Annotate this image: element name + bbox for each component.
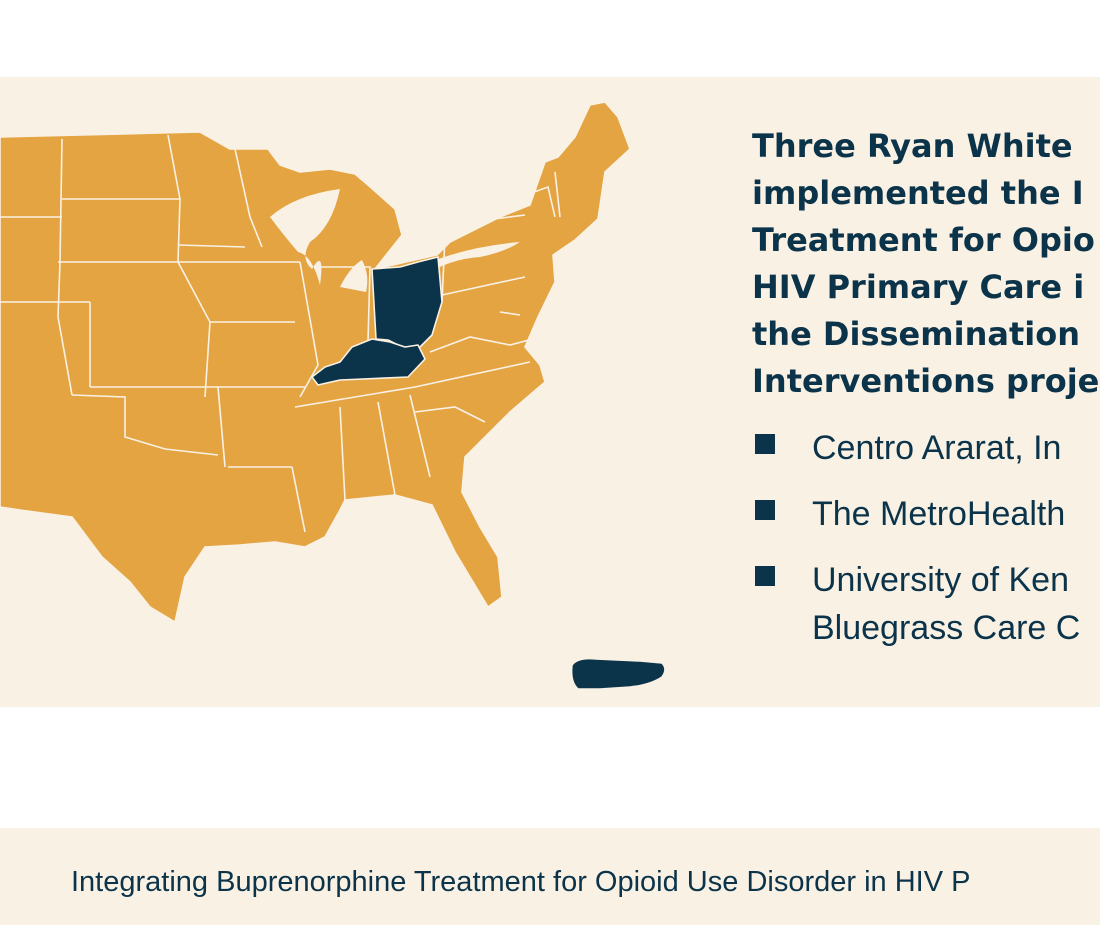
site-name: University of Ken <box>812 561 1069 599</box>
footer: Integrating Buprenorphine Treatment for … <box>0 828 1100 925</box>
list-item: The MetroHealth <box>752 490 1100 538</box>
ohio <box>371 256 443 350</box>
kentucky <box>311 338 426 386</box>
us-mainland <box>0 101 631 623</box>
square-bullet-icon <box>755 566 775 586</box>
footer-title: Integrating Buprenorphine Treatment for … <box>71 866 971 898</box>
puerto-rico <box>570 657 666 690</box>
us-map <box>0 101 666 690</box>
heading-line: Three Ryan White <box>752 127 1073 165</box>
square-bullet-icon <box>755 434 775 454</box>
heading-line: implemented the I <box>752 174 1084 212</box>
heading: Three Ryan White implemented the I Treat… <box>752 123 1100 405</box>
content-panel: Three Ryan White implemented the I Treat… <box>0 77 1100 707</box>
site-name: Centro Ararat, In <box>812 429 1062 467</box>
list-item: Centro Ararat, In <box>752 424 1100 472</box>
heading-line: the Dissemination <box>752 315 1080 353</box>
square-bullet-icon <box>755 500 775 520</box>
heading-line: Treatment for Opio <box>752 221 1095 259</box>
list-item: University of Ken Bluegrass Care C <box>752 556 1100 652</box>
site-list: Centro Ararat, In The MetroHealth Univer… <box>752 424 1100 670</box>
site-name-continued: Bluegrass Care C <box>812 609 1081 647</box>
site-name: The MetroHealth <box>812 495 1066 533</box>
heading-line: Interventions proje <box>752 362 1100 400</box>
state-borders <box>0 134 561 533</box>
heading-line: HIV Primary Care i <box>752 268 1085 306</box>
